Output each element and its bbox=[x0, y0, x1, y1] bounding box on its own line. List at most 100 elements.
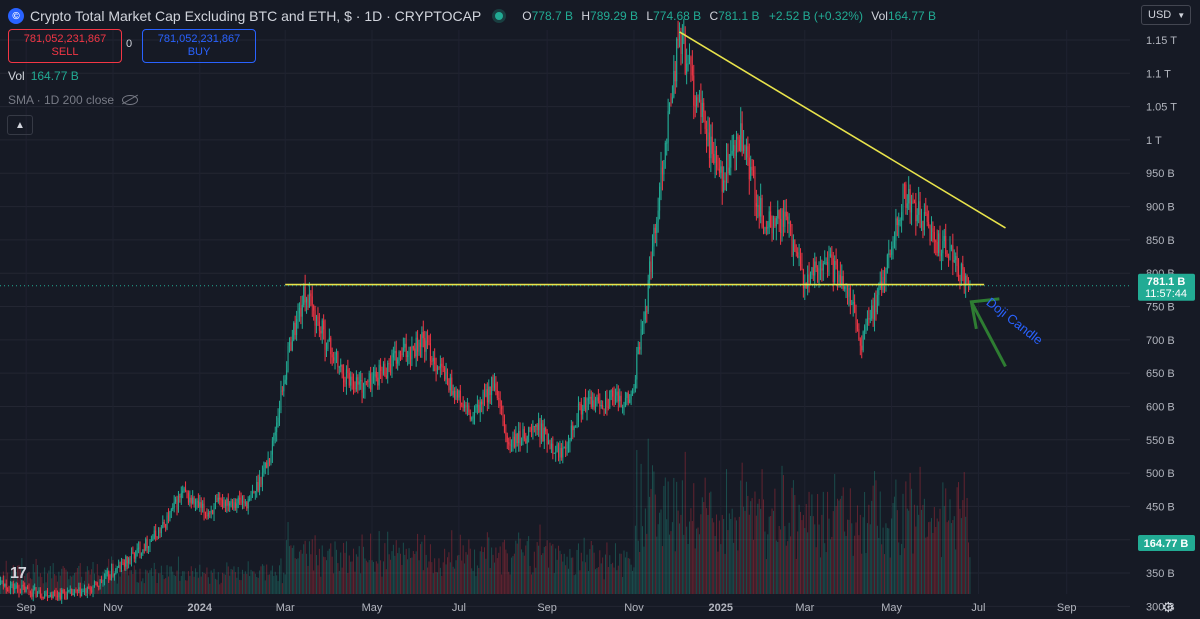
volume-bar bbox=[583, 537, 585, 594]
volume-bar bbox=[663, 485, 665, 594]
volume-indicator-legend[interactable]: Vol 164.77 B bbox=[8, 69, 79, 83]
candle-body bbox=[254, 491, 256, 493]
volume-bar bbox=[220, 582, 222, 594]
volume-bar bbox=[956, 487, 958, 594]
volume-bars bbox=[0, 438, 971, 594]
buy-button[interactable]: 781,052,231,867 BUY bbox=[142, 29, 256, 63]
sma-indicator-legend[interactable]: SMA · 1D 200 close bbox=[8, 93, 139, 107]
candle-body bbox=[409, 351, 411, 360]
candle-body bbox=[516, 433, 518, 444]
volume-bar bbox=[263, 565, 265, 594]
volume-bar bbox=[448, 552, 450, 594]
candle-body bbox=[240, 499, 242, 503]
candle-body bbox=[345, 369, 347, 385]
volume-bar bbox=[145, 569, 147, 594]
candle-body bbox=[138, 547, 140, 549]
candle-body bbox=[942, 241, 944, 254]
candle-body bbox=[546, 431, 548, 445]
candle-body bbox=[298, 307, 300, 314]
volume-bar bbox=[691, 521, 693, 594]
volume-bar bbox=[952, 520, 954, 594]
volume-bar bbox=[945, 488, 947, 594]
volume-bar bbox=[634, 525, 636, 594]
candle-body bbox=[656, 221, 658, 233]
volume-bar bbox=[321, 545, 323, 594]
candle-body bbox=[707, 132, 709, 141]
volume-bar bbox=[495, 547, 497, 594]
candle-body bbox=[794, 239, 796, 252]
candle-body bbox=[72, 593, 74, 596]
volume-bar bbox=[647, 438, 649, 594]
tradingview-logo[interactable]: 17 bbox=[10, 565, 27, 582]
volume-bar bbox=[27, 573, 29, 594]
volume-bar bbox=[482, 551, 484, 594]
volume-bar bbox=[354, 571, 356, 594]
candle-body bbox=[930, 228, 932, 242]
volume-bar bbox=[240, 580, 242, 594]
volume-bar bbox=[881, 544, 883, 594]
volume-bar bbox=[368, 560, 370, 594]
volume-bar bbox=[66, 571, 68, 594]
candle-body bbox=[691, 66, 693, 76]
candle-body bbox=[474, 408, 476, 416]
low-value: 774.68 B bbox=[653, 9, 702, 23]
candle-body bbox=[892, 245, 894, 247]
volume-bar bbox=[522, 552, 524, 594]
volume-bar bbox=[935, 526, 937, 594]
candle-body bbox=[807, 274, 809, 289]
volume-bar bbox=[936, 518, 938, 594]
y-tick-label: 1.1 T bbox=[1146, 68, 1171, 80]
volume-bar bbox=[392, 544, 394, 594]
candle-body bbox=[82, 590, 84, 592]
candle-body bbox=[696, 97, 698, 106]
volume-bar bbox=[896, 510, 898, 594]
candle-body bbox=[632, 390, 634, 395]
volume-bar bbox=[318, 548, 320, 594]
volume-bar bbox=[394, 555, 396, 594]
symbol-title[interactable]: Crypto Total Market Cap Excluding BTC an… bbox=[30, 8, 482, 24]
candle-body bbox=[325, 348, 327, 350]
volume-bar bbox=[771, 508, 773, 594]
candle-body bbox=[643, 319, 645, 323]
volume-bar bbox=[461, 560, 463, 594]
candle-body bbox=[148, 546, 150, 549]
candle-body bbox=[79, 587, 81, 597]
volume-bar bbox=[525, 545, 527, 594]
y-tick-label: 1.15 T bbox=[1146, 35, 1177, 47]
candle-body bbox=[852, 301, 854, 305]
x-tick-label: 2025 bbox=[709, 602, 733, 614]
volume-bar bbox=[536, 542, 538, 594]
candle-body bbox=[673, 70, 675, 98]
candle-body bbox=[354, 387, 356, 390]
collapse-legend-button[interactable]: ▲ bbox=[7, 115, 33, 135]
volume-bar bbox=[550, 545, 552, 594]
candle-body bbox=[121, 561, 123, 570]
volume-bar bbox=[764, 531, 766, 594]
sell-button[interactable]: 781,052,231,867 SELL bbox=[8, 29, 122, 63]
candle-body bbox=[774, 217, 776, 227]
candle-body bbox=[912, 200, 914, 202]
candle-body bbox=[529, 427, 531, 429]
volume-bar bbox=[841, 495, 843, 594]
volume-bar bbox=[661, 546, 663, 594]
candle-body bbox=[365, 381, 367, 383]
volume-bar bbox=[123, 570, 125, 594]
hidden-eye-icon[interactable] bbox=[122, 95, 139, 105]
settings-gear-icon[interactable]: ⚙ bbox=[1162, 599, 1175, 615]
volume-bar bbox=[41, 577, 43, 594]
candle-body bbox=[182, 490, 184, 493]
volume-bar bbox=[795, 558, 797, 594]
volume-bar bbox=[341, 567, 343, 594]
time-axis[interactable]: Sep Nov 2024 Mar May Jul Sep Nov 2025 Mar May Jul Se… bbox=[16, 602, 1076, 614]
candle-body bbox=[784, 211, 786, 227]
candle-body bbox=[580, 404, 582, 415]
candle-body bbox=[421, 332, 423, 348]
volume-bar bbox=[538, 545, 540, 594]
volume-bar bbox=[95, 581, 97, 594]
candle-body bbox=[91, 590, 93, 592]
currency-selector[interactable]: USD ▼ bbox=[1141, 5, 1191, 25]
candle-body bbox=[340, 364, 342, 367]
candle-body bbox=[616, 391, 618, 396]
